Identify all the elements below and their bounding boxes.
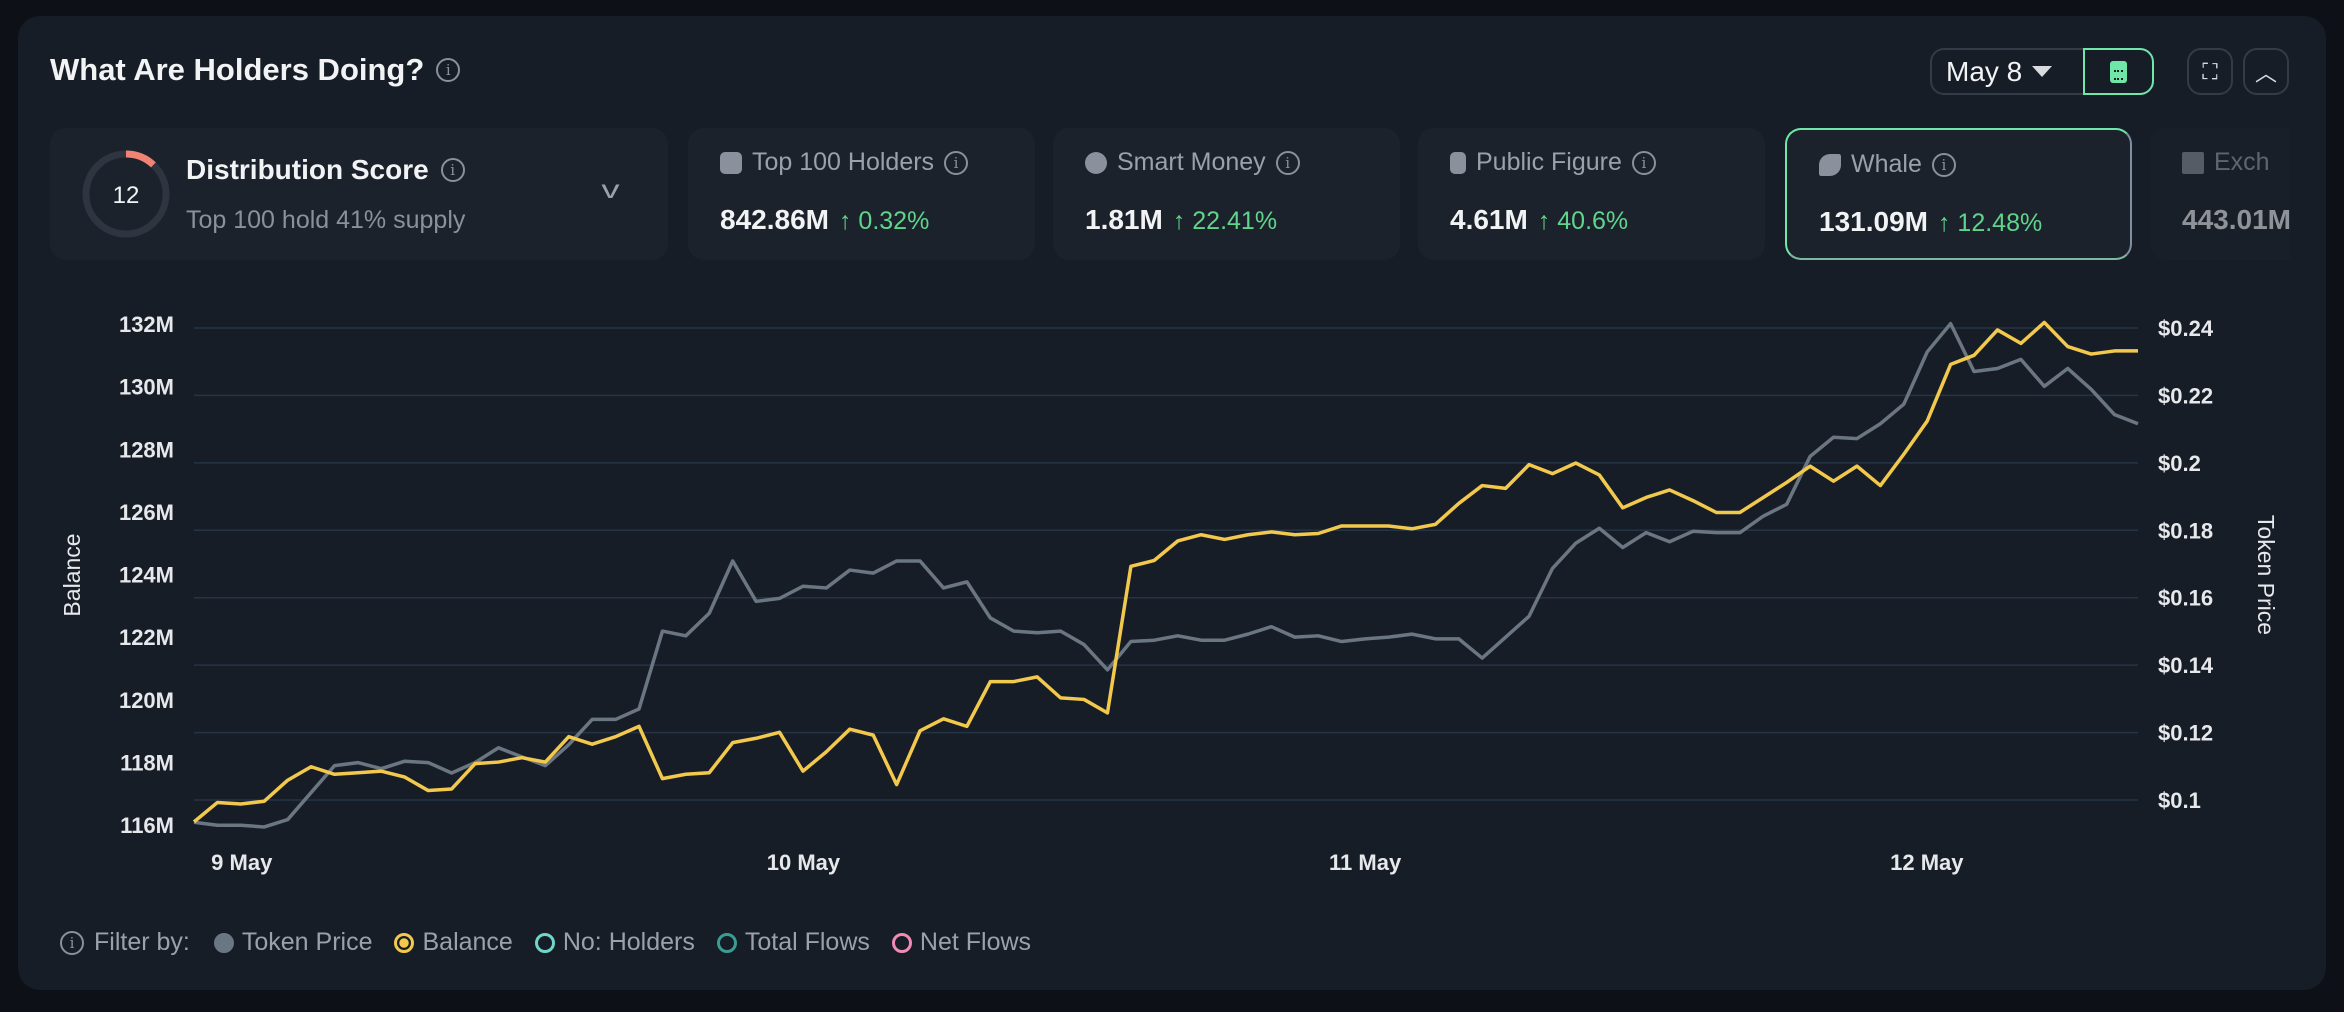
- card-label: Smart Money: [1117, 148, 1266, 176]
- fullscreen-button[interactable]: ⛶: [2187, 48, 2233, 95]
- y-right-tick: $0.18: [2158, 518, 2213, 543]
- y-right-label: Token Price: [2253, 515, 2279, 635]
- y-left-tick: 118M: [120, 750, 174, 775]
- info-icon[interactable]: i: [944, 150, 969, 175]
- card-value: 131.09M: [1819, 206, 1928, 237]
- y-right-tick: $0.1: [2158, 788, 2201, 813]
- info-icon[interactable]: i: [1631, 150, 1656, 175]
- date-value: May 8: [1946, 55, 2023, 87]
- card-change: ↑ 0.32%: [838, 207, 930, 235]
- legend-item-label: No: Holders: [562, 928, 695, 956]
- legend-item-label: Total Flows: [744, 928, 870, 956]
- info-icon[interactable]: i: [60, 930, 84, 955]
- distribution-title: Distribution Score i: [186, 154, 465, 186]
- y-left-tick: 120M: [119, 688, 174, 713]
- card-top-100-holders[interactable]: Top 100 Holders i 842.86M ↑ 0.32%: [688, 128, 1035, 260]
- legend-item-label: Token Price: [241, 928, 373, 956]
- legend-toggle-net-flows[interactable]: [891, 932, 912, 953]
- card-label: Exch: [2214, 148, 2270, 176]
- y-right-tick: $0.14: [2158, 653, 2214, 678]
- card-value: 4.61M: [1450, 204, 1528, 235]
- legend-toggle-no-holders[interactable]: [534, 932, 555, 953]
- legend-item-label: Balance: [422, 928, 513, 956]
- caret-down-icon: [2032, 66, 2053, 77]
- card-exchange[interactable]: Exch 443.01M: [2150, 128, 2290, 260]
- card-value: 443.01M: [2182, 204, 2290, 235]
- card-value: 842.86M: [720, 204, 829, 235]
- date-select[interactable]: May 8: [1930, 48, 2086, 95]
- card-value: 1.81M: [1085, 204, 1163, 235]
- panel-title: What Are Holders Doing? i: [50, 52, 461, 88]
- title-text: What Are Holders Doing?: [50, 52, 425, 87]
- legend-toggle-token-price[interactable]: [213, 932, 234, 953]
- legend-label: Filter by:: [94, 928, 190, 956]
- card-label: Top 100 Holders: [752, 148, 935, 176]
- x-tick: 12 May: [1890, 850, 1964, 875]
- card-change: ↑ 22.41%: [1172, 207, 1278, 235]
- card-label: Public Figure: [1476, 148, 1622, 176]
- card-public-figure[interactable]: Public Figure i 4.61M ↑ 40.6%: [1418, 128, 1765, 260]
- chevron-up-icon: ︿: [2254, 60, 2277, 86]
- x-tick: 11 May: [1329, 850, 1402, 875]
- y-left-label: Balance: [59, 533, 85, 616]
- y-right-tick: $0.22: [2158, 383, 2213, 408]
- calendar-icon: [2110, 60, 2127, 83]
- info-icon[interactable]: i: [436, 58, 461, 82]
- series-line-token-price: [193, 321, 2139, 829]
- card-exchange-clip: Exch 443.01M: [2150, 128, 2290, 260]
- info-icon[interactable]: i: [440, 158, 465, 182]
- score-ring: 12: [82, 150, 170, 238]
- whale-icon: [1819, 153, 1841, 176]
- sunglasses-icon: [1085, 151, 1107, 174]
- score-value: 12: [113, 182, 140, 209]
- cash-icon: [720, 151, 742, 174]
- y-right-tick: $0.16: [2158, 586, 2213, 611]
- card-whale[interactable]: Whale i 131.09M ↑ 12.48%: [1785, 128, 2132, 260]
- info-icon[interactable]: i: [1931, 152, 1956, 177]
- distribution-title-text: Distribution Score: [186, 154, 429, 185]
- legend-toggle-balance[interactable]: [394, 932, 415, 953]
- card-smart-money[interactable]: Smart Money i 1.81M ↑ 22.41%: [1053, 128, 1400, 260]
- distribution-subtitle: Top 100 hold 41% supply: [186, 206, 466, 234]
- y-left-tick: 128M: [119, 437, 174, 462]
- y-right-tick: $0.24: [2158, 316, 2214, 341]
- y-right-tick: $0.2: [2158, 451, 2201, 476]
- y-left-tick: 132M: [119, 312, 174, 337]
- card-change: ↑ 12.48%: [1937, 209, 2043, 237]
- y-right-tick: $0.12: [2158, 721, 2213, 746]
- y-left-tick: 126M: [119, 500, 174, 525]
- y-left-tick: 122M: [119, 625, 174, 650]
- expand-icon: ⛶: [2202, 58, 2218, 84]
- score-ring-fill: [82, 150, 170, 238]
- distribution-score-card[interactable]: 12 Distribution Score i Top 100 hold 41% …: [50, 128, 668, 260]
- collapse-button[interactable]: ︿: [2243, 48, 2289, 95]
- y-left-tick: 130M: [119, 375, 174, 400]
- series-line-balance: [192, 320, 2138, 824]
- bank-icon: [2182, 151, 2204, 174]
- legend-item-label: Net Flows: [919, 928, 1032, 956]
- x-tick: 9 May: [211, 850, 273, 875]
- legend: i Filter by: Token Price Balance No: Holde…: [60, 928, 1031, 957]
- y-left-tick: 124M: [119, 563, 174, 588]
- legend-toggle-total-flows[interactable]: [716, 932, 737, 953]
- info-icon[interactable]: i: [1275, 150, 1300, 175]
- card-change: ↑ 40.6%: [1537, 207, 1629, 235]
- calendar-button[interactable]: [2083, 48, 2154, 95]
- card-label: Whale: [1851, 150, 1922, 178]
- x-tick: 10 May: [767, 850, 841, 875]
- chevron-down-icon[interactable]: v: [601, 174, 620, 204]
- spotlight-icon: [1450, 151, 1466, 174]
- legend-items: Token Price Balance No: Holders Total Flows…: [200, 928, 1031, 957]
- y-left-tick: 116M: [120, 813, 174, 838]
